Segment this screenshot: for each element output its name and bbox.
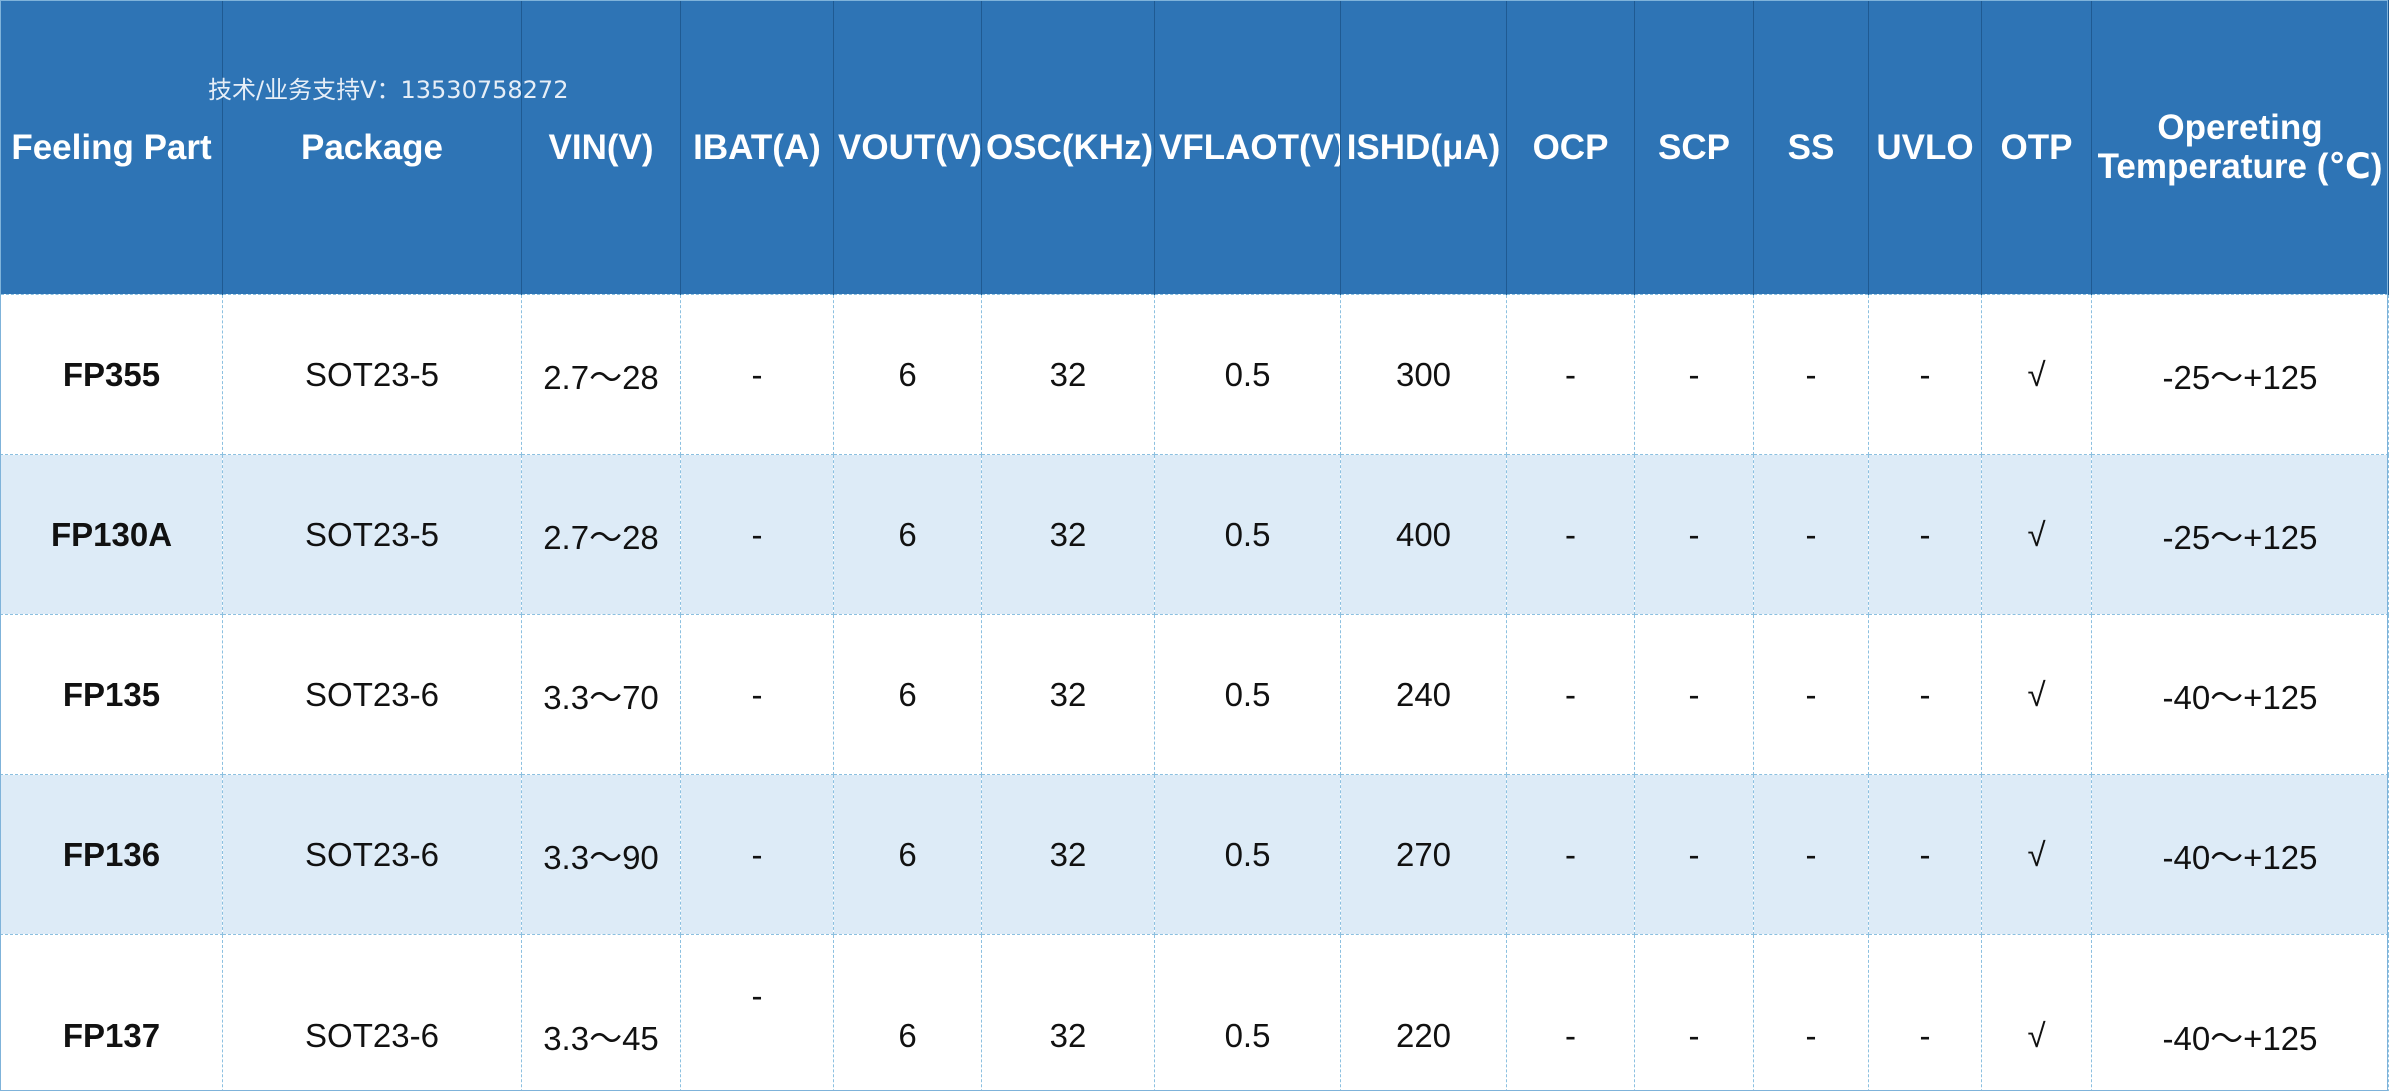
table-row: FP355 SOT23-5 2.7～28 - 6 32 0.5 300 - - … [0, 294, 2389, 455]
cell-ocp: - [1506, 934, 1635, 1091]
table-row: FP135 SOT23-6 3.3～70 - 6 32 0.5 240 - - … [0, 614, 2389, 775]
cell-part: FP137 [0, 934, 223, 1091]
header-otp: OTP [1981, 0, 2092, 295]
cell-package: SOT23-6 [222, 774, 522, 935]
cell-vfloat: 0.5 [1154, 454, 1341, 615]
cell-package: SOT23-6 [222, 614, 522, 775]
header-ss: SS [1753, 0, 1869, 295]
table-row: FP130A SOT23-5 2.7～28 - 6 32 0.5 400 - -… [0, 454, 2389, 615]
header-scp: SCP [1634, 0, 1754, 295]
cell-temperature: -40～+125 [2091, 934, 2389, 1091]
header-feeling-part: Feeling Part [0, 0, 223, 295]
cell-vfloat: 0.5 [1154, 934, 1341, 1091]
cell-ocp: - [1506, 294, 1635, 455]
cell-part: FP130A [0, 454, 223, 615]
cell-ibat: - [680, 454, 834, 615]
cell-osc: 32 [981, 934, 1155, 1091]
cell-osc: 32 [981, 774, 1155, 935]
header-vfloat: VFLAOT(V) [1154, 0, 1341, 295]
cell-ishd: 240 [1340, 614, 1507, 775]
header-ibat: IBAT(A) [680, 0, 834, 295]
cell-uvlo: - [1868, 774, 1982, 935]
cell-package: SOT23-6 [222, 934, 522, 1091]
cell-temperature: -40～+125 [2091, 774, 2389, 935]
cell-otp: √ [1981, 774, 2092, 935]
cell-ss: - [1753, 294, 1869, 455]
cell-vout: 6 [833, 614, 982, 775]
cell-uvlo: - [1868, 614, 1982, 775]
cell-vout: 6 [833, 454, 982, 615]
cell-vfloat: 0.5 [1154, 294, 1341, 455]
header-vin: VIN(V) [521, 0, 681, 295]
table-row: FP136 SOT23-6 3.3～90 - 6 32 0.5 270 - - … [0, 774, 2389, 935]
cell-temperature: -25～+125 [2091, 454, 2389, 615]
cell-ocp: - [1506, 614, 1635, 775]
cell-scp: - [1634, 614, 1754, 775]
cell-vout: 6 [833, 294, 982, 455]
cell-otp: √ [1981, 614, 2092, 775]
cell-osc: 32 [981, 294, 1155, 455]
header-ishd: ISHD(μA) [1340, 0, 1507, 295]
cell-vout: 6 [833, 774, 982, 935]
cell-ss: - [1753, 614, 1869, 775]
cell-vin: 2.7～28 [521, 294, 681, 455]
cell-vfloat: 0.5 [1154, 774, 1341, 935]
header-osc: OSC(KHz) [981, 0, 1155, 295]
contact-watermark: 技术/业务支持V：13530758272 [208, 76, 569, 104]
cell-vin: 3.3～90 [521, 774, 681, 935]
header-vout: VOUT(V) [833, 0, 982, 295]
cell-ocp: - [1506, 774, 1635, 935]
cell-uvlo: - [1868, 294, 1982, 455]
cell-vin: 3.3～70 [521, 614, 681, 775]
cell-package: SOT23-5 [222, 454, 522, 615]
header-uvlo: UVLO [1868, 0, 1982, 295]
header-ocp: OCP [1506, 0, 1635, 295]
cell-scp: - [1634, 294, 1754, 455]
cell-ibat: - [680, 614, 834, 775]
cell-vin: 2.7～28 [521, 454, 681, 615]
cell-ishd: 400 [1340, 454, 1507, 615]
cell-part: FP135 [0, 614, 223, 775]
cell-ocp: - [1506, 454, 1635, 615]
cell-temperature: -40～+125 [2091, 614, 2389, 775]
cell-part: FP136 [0, 774, 223, 935]
cell-otp: √ [1981, 294, 2092, 455]
header-row: Feeling Part Package VIN(V) IBAT(A) VOUT… [0, 0, 2389, 295]
cell-part: FP355 [0, 294, 223, 455]
cell-ishd: 220 [1340, 934, 1507, 1091]
header-package: Package [222, 0, 522, 295]
cell-ishd: 300 [1340, 294, 1507, 455]
cell-ss: - [1753, 774, 1869, 935]
cell-otp: √ [1981, 454, 2092, 615]
cell-temperature: -25～+125 [2091, 294, 2389, 455]
cell-osc: 32 [981, 614, 1155, 775]
table-row: FP137 SOT23-6 3.3～45 - 6 32 0.5 220 - - … [0, 934, 2389, 1091]
cell-scp: - [1634, 934, 1754, 1091]
cell-ibat: - [680, 294, 834, 455]
cell-otp: √ [1981, 934, 2092, 1091]
cell-scp: - [1634, 454, 1754, 615]
cell-vout: 6 [833, 934, 982, 1091]
cell-ss: - [1753, 934, 1869, 1091]
cell-package: SOT23-5 [222, 294, 522, 455]
cell-vin: 3.3～45 [521, 934, 681, 1091]
cell-ibat: - [680, 774, 834, 935]
cell-ss: - [1753, 454, 1869, 615]
cell-ibat: - [680, 934, 834, 1091]
cell-scp: - [1634, 774, 1754, 935]
header-operating-temperature: Opereting Temperature (℃) [2091, 0, 2389, 295]
cell-uvlo: - [1868, 934, 1982, 1091]
cell-ishd: 270 [1340, 774, 1507, 935]
cell-uvlo: - [1868, 454, 1982, 615]
cell-osc: 32 [981, 454, 1155, 615]
cell-vfloat: 0.5 [1154, 614, 1341, 775]
